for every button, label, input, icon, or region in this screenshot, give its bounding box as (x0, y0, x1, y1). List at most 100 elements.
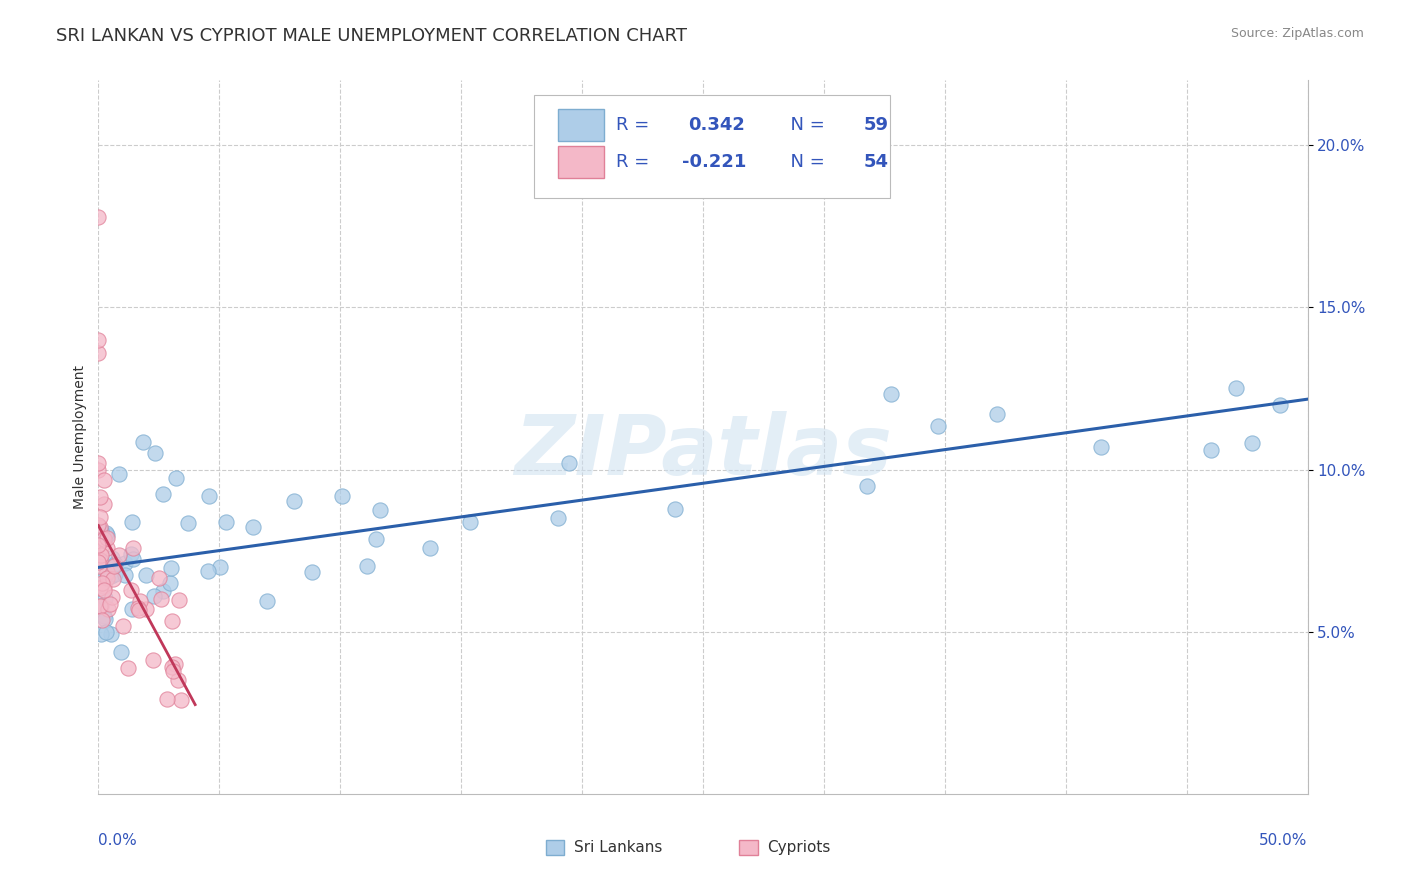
Text: 50.0%: 50.0% (1260, 833, 1308, 848)
Point (121, 515, 143, 529)
Point (127, 600, 149, 615)
Point (93, 583, 115, 598)
Point (96, 541, 118, 555)
Point (1199, 442, 1222, 457)
Point (96, 571, 118, 585)
Point (167, 593, 190, 607)
Point (167, 673, 190, 688)
Point (1225, 381, 1247, 395)
Point (87, 518, 110, 533)
Point (90, 541, 112, 555)
Point (150, 592, 173, 607)
Point (89, 553, 111, 567)
Point (87, 345, 110, 359)
Point (93, 532, 115, 546)
Point (177, 516, 200, 530)
Text: 59: 59 (863, 116, 889, 134)
Point (132, 435, 155, 450)
Point (143, 590, 166, 604)
Text: -0.221: -0.221 (682, 153, 747, 171)
Point (152, 584, 174, 599)
Point (121, 601, 143, 615)
Point (117, 661, 139, 675)
Point (120, 582, 142, 597)
Point (87, 555, 110, 569)
Point (87, 333, 110, 347)
Point (458, 516, 481, 530)
Text: R =: R = (616, 116, 661, 134)
Point (89, 490, 111, 504)
Point (135, 601, 157, 615)
Point (1090, 440, 1112, 454)
Point (100, 627, 122, 641)
Point (664, 501, 686, 516)
Point (330, 489, 353, 503)
Point (97, 601, 120, 615)
Y-axis label: Male Unemployment: Male Unemployment (73, 365, 87, 509)
Point (160, 614, 183, 628)
Point (160, 560, 183, 574)
Point (87, 210, 110, 224)
Point (121, 551, 143, 566)
Point (283, 494, 305, 508)
Point (89, 599, 111, 613)
Text: Sri Lankans: Sri Lankans (574, 840, 662, 855)
Point (90, 599, 112, 613)
Point (90, 599, 112, 613)
Point (93, 591, 115, 605)
Point (242, 520, 264, 534)
Point (96, 528, 118, 542)
Point (89, 558, 111, 573)
Point (111, 619, 134, 633)
Point (94, 567, 117, 582)
Point (170, 693, 193, 707)
Bar (740, 839, 758, 855)
Point (103, 559, 125, 574)
Point (96, 531, 118, 545)
Point (927, 418, 949, 433)
Point (855, 479, 877, 493)
Point (93, 608, 115, 623)
Point (301, 565, 323, 579)
Point (356, 558, 378, 573)
Point (547, 511, 569, 525)
Text: N =: N = (779, 153, 831, 171)
Point (91, 613, 114, 627)
Text: 0.342: 0.342 (689, 116, 745, 134)
Point (114, 556, 136, 570)
Point (93, 611, 115, 625)
Bar (558, 109, 603, 141)
Point (209, 560, 232, 574)
Point (93, 579, 115, 593)
Point (100, 569, 122, 583)
Point (110, 644, 132, 658)
Point (143, 446, 166, 460)
Point (94, 625, 117, 640)
Point (163, 657, 186, 672)
Point (93, 473, 115, 487)
Point (108, 467, 131, 481)
Point (90, 524, 112, 538)
Point (1240, 436, 1263, 450)
Point (1268, 398, 1291, 412)
Point (87, 456, 110, 470)
Point (100, 551, 122, 566)
Point (198, 489, 221, 503)
Point (128, 603, 150, 617)
Point (90, 627, 112, 641)
Point (159, 576, 181, 591)
Text: Cypriots: Cypriots (768, 840, 831, 855)
Point (214, 516, 236, 530)
Point (87, 538, 110, 552)
Point (368, 503, 391, 517)
Point (986, 408, 1008, 422)
Text: 54: 54 (863, 153, 889, 171)
Point (90, 576, 112, 591)
Point (108, 548, 131, 562)
Point (104, 557, 127, 571)
Point (121, 541, 143, 555)
Point (165, 470, 187, 484)
Point (128, 594, 150, 608)
Point (557, 456, 579, 470)
Text: N =: N = (779, 116, 831, 134)
